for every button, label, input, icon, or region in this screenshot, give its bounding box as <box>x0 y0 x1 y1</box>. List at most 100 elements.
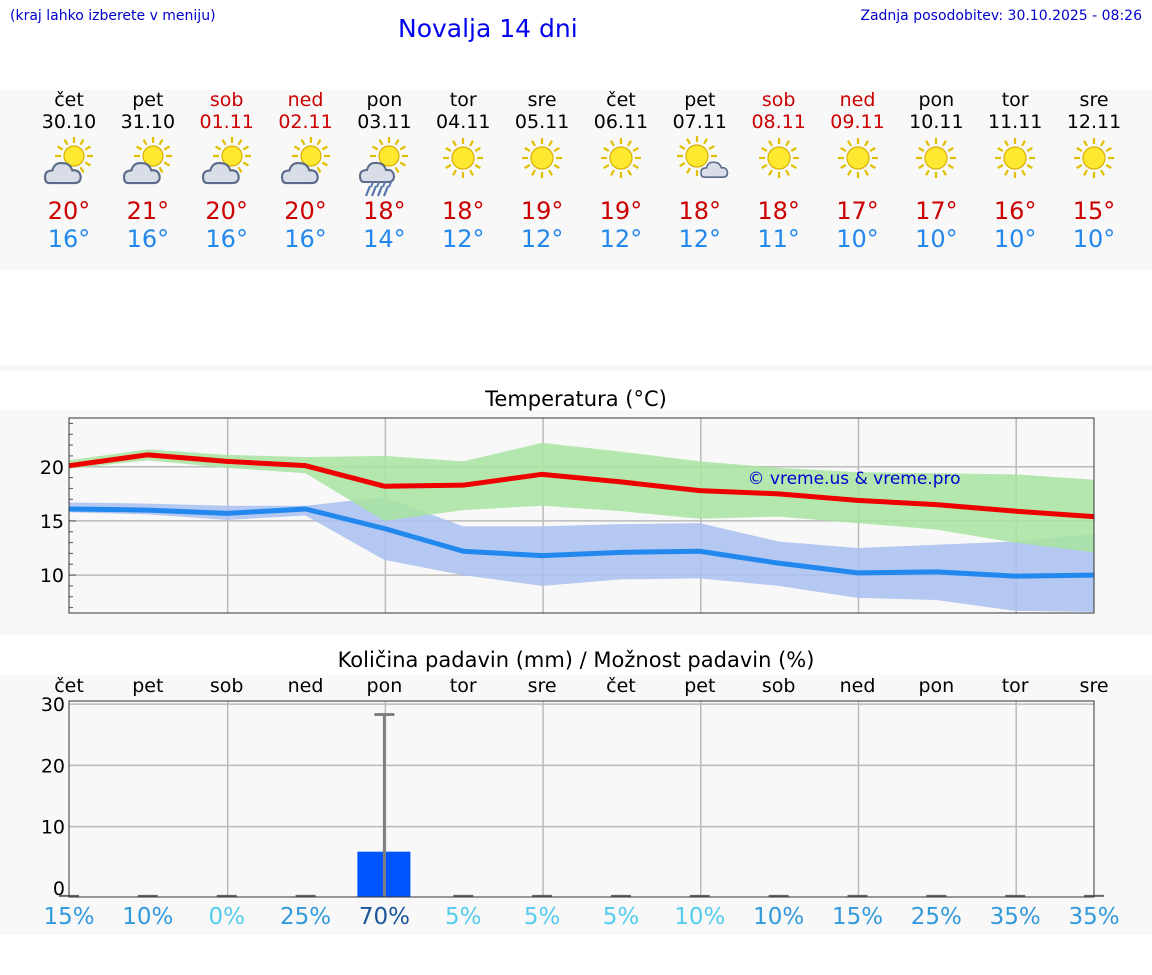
max-temp: 18° <box>678 197 722 225</box>
partly-cloudy-icon <box>197 136 257 198</box>
x-tick-label: sob <box>209 675 244 697</box>
min-temp: 14° <box>363 225 406 253</box>
day-date: 10.11 <box>909 111 964 133</box>
x-tick-label: tor <box>1001 675 1029 697</box>
min-temp: 10° <box>915 225 958 253</box>
max-temp: 17° <box>836 197 879 225</box>
x-tick-label: pon <box>366 675 403 697</box>
day-name: sob <box>209 89 244 111</box>
day-date: 01.11 <box>199 111 254 133</box>
max-temp: 20° <box>205 197 248 225</box>
precip-chance-label: 10% <box>674 904 726 930</box>
max-temp: 20° <box>47 197 91 225</box>
min-temp: 10° <box>836 225 879 253</box>
max-temp: 21° <box>126 197 170 225</box>
min-temp: 11° <box>757 225 800 253</box>
day-date: 30.10 <box>41 111 97 133</box>
x-tick-label: pet <box>684 675 716 697</box>
day-name: ned <box>839 89 876 111</box>
max-temp: 16° <box>993 197 1037 225</box>
precip-chance-label: 15% <box>43 904 95 930</box>
min-temp: 16° <box>47 225 91 253</box>
sun-icon <box>433 136 493 198</box>
max-temp: 20° <box>284 197 327 225</box>
forecast-band <box>0 90 1152 270</box>
page-title: Novalja 14 dni <box>398 14 578 43</box>
precip-chart-title: Količina padavin (mm) / Možnost padavin … <box>337 648 815 672</box>
day-name: pon <box>366 89 403 111</box>
day-date: 05.11 <box>514 111 570 133</box>
watermark: © vreme.us & vreme.pro <box>747 469 960 489</box>
plot-frame <box>68 700 1095 898</box>
y-tick-label: 30 <box>41 694 65 716</box>
precip-chance-label: 5% <box>523 904 561 930</box>
x-tick-label: sob <box>761 675 796 697</box>
max-temp: 18° <box>363 197 406 225</box>
min-temp-line <box>68 506 1095 579</box>
day-date: 31.10 <box>120 111 176 133</box>
day-date: 03.11 <box>357 111 412 133</box>
day-name: čet <box>606 89 636 111</box>
x-tick-label: sre <box>527 675 557 697</box>
sun-icon <box>985 136 1045 198</box>
min-temp: 16° <box>205 225 248 253</box>
precip-chance-label: 5% <box>602 904 640 930</box>
precip-chance-label: 70% <box>358 904 410 930</box>
day-name: sre <box>1079 89 1109 111</box>
y-tick-label: 10 <box>41 817 65 839</box>
x-tick-label: pon <box>918 675 955 697</box>
temp-chart-title: Temperatura (°C) <box>485 387 667 411</box>
max-temp: 17° <box>915 197 958 225</box>
y-tick-label: 10 <box>40 565 64 587</box>
x-tick-label: čet <box>606 675 636 697</box>
day-date: 07.11 <box>672 111 727 133</box>
sun-icon <box>591 136 651 198</box>
plot-frame <box>68 417 1095 614</box>
max-temp: 18° <box>757 197 800 225</box>
precip-chance-label: 10% <box>753 904 805 930</box>
partly-cloudy-icon <box>118 136 178 198</box>
sun-small-cloud-icon <box>670 136 730 198</box>
day-name: pet <box>684 89 716 111</box>
sun-icon <box>906 136 966 198</box>
max-temp: 15° <box>1072 197 1116 225</box>
max-temp-line <box>68 452 1095 520</box>
min-temp: 16° <box>284 225 327 253</box>
y-tick-label: 20 <box>41 755 65 777</box>
x-tick-label: tor <box>449 675 477 697</box>
x-tick-label: ned <box>839 675 876 697</box>
precip-chance-label: 15% <box>831 904 884 930</box>
day-name: sre <box>527 89 557 111</box>
x-tick-label: čet <box>54 675 84 697</box>
day-date: 04.11 <box>436 111 491 133</box>
max-temp: 19° <box>599 197 643 225</box>
day-date: 09.11 <box>830 111 885 133</box>
sun-icon <box>749 136 809 198</box>
last-update: Zadnja posodobitev: 30.10.2025 - 08:26 <box>860 8 1142 24</box>
location-hint: (kraj lahko izberete v meniju) <box>10 8 216 24</box>
sun-rain-icon <box>354 136 414 198</box>
day-date: 02.11 <box>278 111 333 133</box>
divider <box>0 365 1152 371</box>
y-tick-label: 15 <box>40 511 64 533</box>
day-name: pet <box>132 89 164 111</box>
precip-chance-label: 25% <box>910 904 962 930</box>
day-date: 06.11 <box>593 111 649 133</box>
precip-chance-label: 10% <box>122 904 174 930</box>
day-name: tor <box>1001 89 1029 111</box>
x-tick-label: sre <box>1079 675 1109 697</box>
x-tick-label: ned <box>287 675 324 697</box>
min-temp: 10° <box>993 225 1037 253</box>
y-tick-label: 0 <box>53 878 65 900</box>
precip-chance-label: 25% <box>279 904 332 930</box>
partly-cloudy-icon <box>39 136 99 198</box>
partly-cloudy-icon <box>276 136 336 198</box>
day-name: čet <box>54 89 84 111</box>
min-temp: 10° <box>1072 225 1116 253</box>
min-temp: 16° <box>126 225 170 253</box>
day-date: 12.11 <box>1066 111 1122 133</box>
sun-icon <box>828 136 888 198</box>
min-temp: 12° <box>599 225 643 253</box>
